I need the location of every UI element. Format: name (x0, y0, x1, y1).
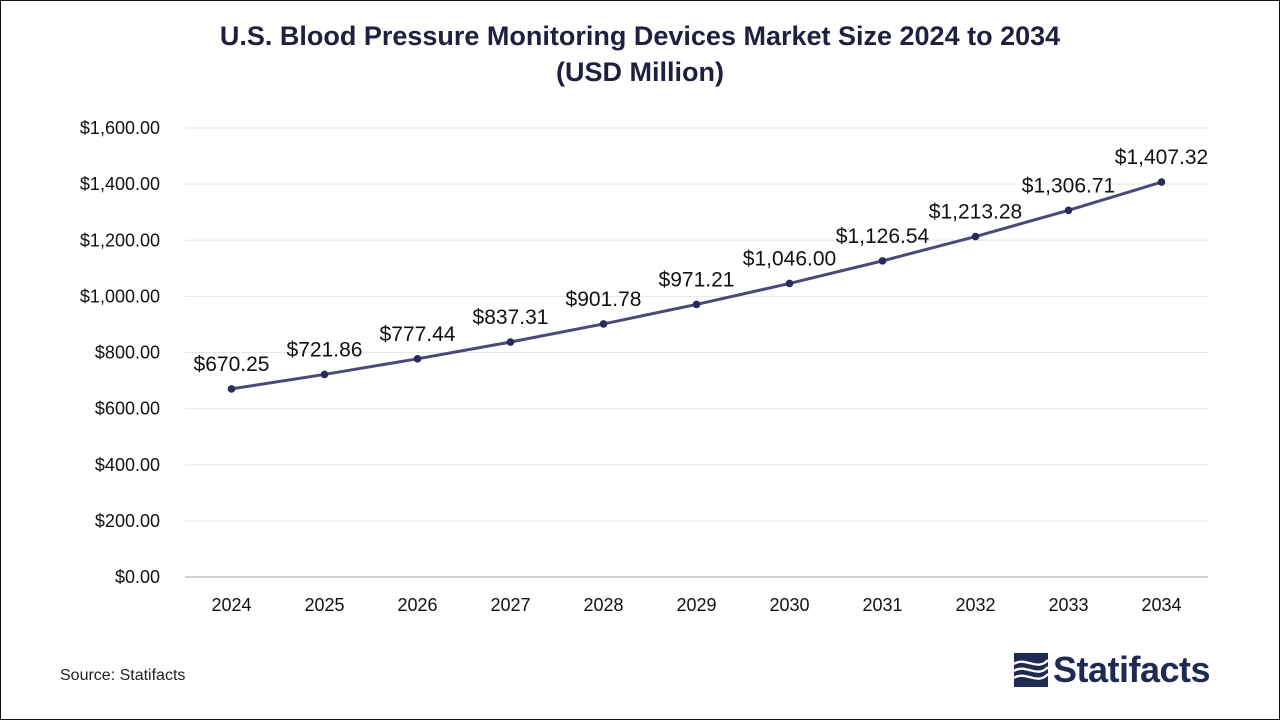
chart-title-line-1: U.S. Blood Pressure Monitoring Devices M… (219, 21, 1061, 51)
x-tick-label: 2027 (490, 595, 530, 615)
data-label: $971.21 (659, 268, 735, 291)
data-point (971, 232, 980, 241)
data-point (599, 320, 608, 328)
x-tick-label: 2026 (397, 595, 437, 615)
data-label: $1,213.28 (929, 201, 1022, 224)
data-point (1064, 206, 1073, 215)
y-tick-label: $1,600.00 (80, 118, 160, 138)
brand-logo: Statifacts (1013, 649, 1211, 690)
axes: $0.00 $200.00 $400.00 $600.00 $800.00 $1,000.… (80, 118, 1208, 615)
data-point (506, 338, 515, 346)
chart-title-line-2: (USD Million) (556, 57, 724, 87)
x-tick-label: 2032 (955, 595, 995, 615)
brand-name: Statifacts (1053, 649, 1211, 690)
x-tick-label: 2034 (1141, 595, 1181, 615)
x-tick-label: 2029 (676, 595, 716, 615)
x-tick-label: 2028 (583, 595, 623, 615)
data-label: $777.44 (380, 323, 456, 346)
statifacts-logo-icon (1013, 653, 1049, 687)
data-point (692, 300, 701, 309)
data-label: $901.78 (566, 288, 642, 311)
data-point (227, 385, 236, 393)
x-tick-label: 2025 (304, 595, 344, 615)
data-point (1157, 178, 1166, 186)
y-tick-label: $1,000.00 (80, 286, 160, 306)
y-tick-label: $1,200.00 (80, 230, 160, 250)
series (227, 178, 1166, 393)
x-tick-label: 2033 (1048, 595, 1088, 615)
data-point (785, 279, 794, 288)
y-tick-label: $800.00 (95, 343, 160, 363)
data-point (320, 370, 329, 379)
data-label: $670.25 (194, 353, 270, 376)
data-label: $837.31 (473, 306, 549, 329)
chart-title: U.S. Blood Pressure Monitoring Devices M… (0, 18, 1280, 90)
y-tick-label: $200.00 (95, 511, 160, 531)
x-tick-label: 2030 (769, 595, 809, 615)
data-labels: $670.25 $721.86 $777.44 $837.31 $901.78 $971.… (194, 146, 1209, 376)
y-tick-label: $400.00 (95, 455, 160, 475)
source-note: Source: Statifacts (60, 667, 186, 684)
data-label: $1,407.32 (1115, 146, 1208, 169)
data-label: $1,306.71 (1022, 174, 1115, 197)
y-tick-label: $0.00 (115, 567, 160, 587)
gridlines (185, 127, 1208, 522)
data-point (413, 355, 422, 363)
data-label: $1,046.00 (743, 247, 836, 270)
data-label: $1,126.54 (836, 225, 930, 248)
x-tick-label: 2031 (862, 595, 902, 615)
y-tick-label: $1,400.00 (80, 174, 160, 194)
y-tick-label: $600.00 (95, 399, 160, 419)
data-point (878, 257, 887, 265)
x-tick-label: 2024 (211, 595, 251, 615)
data-label: $721.86 (287, 338, 363, 361)
